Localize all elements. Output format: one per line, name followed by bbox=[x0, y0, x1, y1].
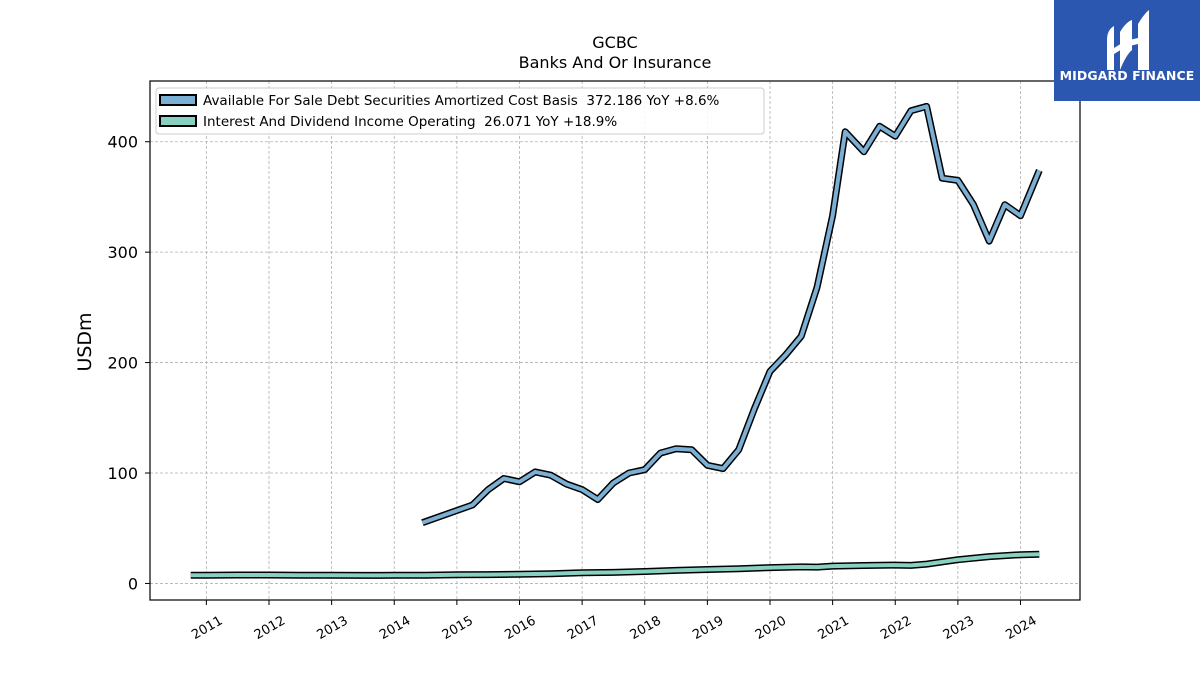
y-axis-label: USDm bbox=[74, 312, 96, 371]
legend-entry-label: Interest And Dividend Income Operating 2… bbox=[203, 114, 617, 130]
y-tick-label: 200 bbox=[107, 354, 138, 373]
x-tick-label: 2021 bbox=[815, 613, 851, 643]
plot-frame bbox=[149, 80, 1081, 601]
x-tick-label: 2022 bbox=[878, 613, 914, 643]
midgard-logo-mark-icon bbox=[1107, 10, 1149, 70]
x-tick-label: 2020 bbox=[753, 613, 789, 643]
x-tick-label: 2024 bbox=[1003, 613, 1039, 643]
x-tick-label: 2011 bbox=[189, 613, 225, 643]
series-layer bbox=[190, 102, 1043, 579]
legend-frame bbox=[155, 87, 765, 135]
y-tick-label: 300 bbox=[107, 243, 138, 262]
legend: Available For Sale Debt Securities Amort… bbox=[155, 87, 765, 135]
chart-subtitle: Banks And Or Insurance bbox=[519, 53, 712, 72]
x-tick-label: 2019 bbox=[690, 613, 726, 643]
x-tick-label: 2013 bbox=[314, 613, 350, 643]
brand-logo: MIDGARD FINANCE bbox=[1054, 0, 1200, 101]
legend-swatch bbox=[159, 115, 197, 127]
x-tick-label: 2012 bbox=[252, 613, 288, 643]
y-tick-label: 100 bbox=[107, 464, 138, 483]
x-tick-label: 2014 bbox=[377, 613, 413, 643]
series-line bbox=[421, 104, 1042, 525]
grid bbox=[150, 81, 1080, 600]
brand-name: MIDGARD FINANCE bbox=[1059, 68, 1195, 83]
x-tick-label: 2016 bbox=[502, 613, 538, 643]
x-tick-label: 2015 bbox=[440, 613, 476, 643]
chart-title: GCBC bbox=[592, 33, 637, 52]
x-tick-label: 2017 bbox=[565, 613, 601, 643]
legend-entry-label: Available For Sale Debt Securities Amort… bbox=[203, 93, 720, 109]
y-tick-label: 0 bbox=[128, 574, 138, 593]
y-tick-label: 400 bbox=[107, 133, 138, 152]
x-tick-label: 2023 bbox=[941, 613, 977, 643]
legend-swatch bbox=[159, 94, 197, 106]
series-line bbox=[190, 552, 1040, 578]
x-tick-label: 2018 bbox=[628, 613, 664, 643]
